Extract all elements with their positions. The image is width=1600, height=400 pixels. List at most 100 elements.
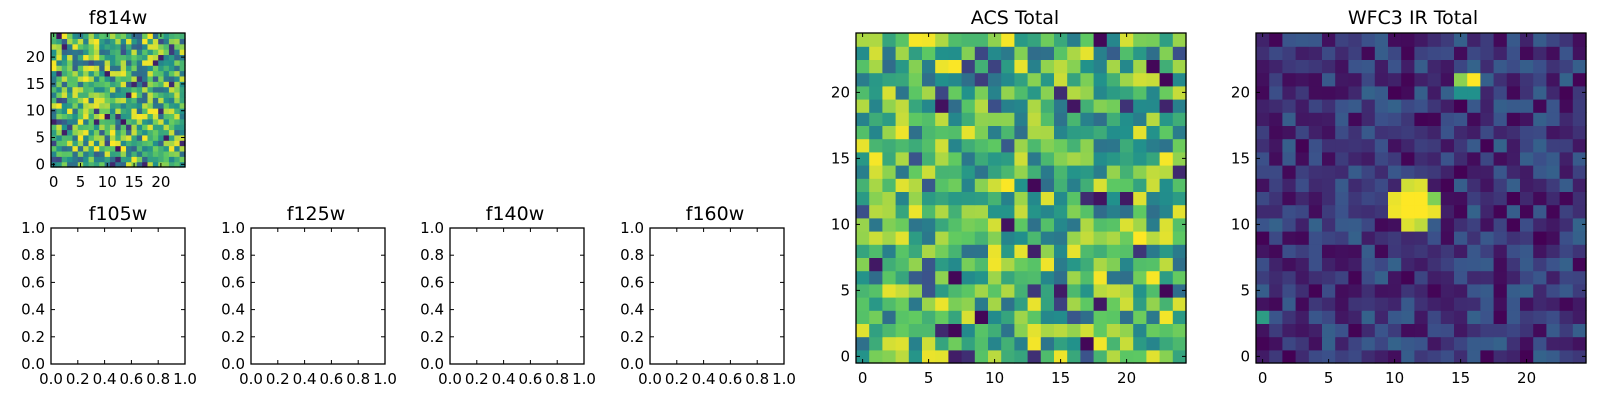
heatmap-cell (1388, 217, 1402, 232)
heatmap-cell (67, 118, 74, 125)
heatmap-cell (1374, 191, 1389, 206)
heatmap-cell (109, 75, 116, 82)
heatmap-cell (120, 150, 127, 157)
heatmap-cell (158, 118, 165, 125)
heatmap-cell (93, 70, 100, 77)
heatmap-cell (988, 297, 1002, 311)
heatmap-cell (142, 97, 149, 104)
heatmap-cell (1093, 349, 1108, 364)
heatmap-cell (1256, 283, 1270, 298)
heatmap-cell (158, 81, 165, 88)
heatmap-cell (99, 140, 106, 147)
heatmap-cell (147, 145, 154, 152)
heatmap-cell (126, 86, 132, 93)
heatmap-cell (1133, 270, 1147, 285)
heatmap-cell (1295, 323, 1310, 338)
x-tick-label: 0 (1258, 369, 1268, 387)
heatmap-cell (1506, 310, 1521, 324)
heatmap-cell (147, 86, 154, 93)
heatmap-cell (1520, 125, 1534, 140)
axes-frame (50, 227, 186, 365)
heatmap-cell (1027, 349, 1042, 364)
heatmap-cell (83, 134, 90, 141)
heatmap-cell (1533, 257, 1547, 272)
heatmap-cell (1027, 191, 1042, 206)
heatmap-cell (1559, 85, 1574, 100)
heatmap-cell (974, 178, 989, 192)
heatmap-cell (908, 257, 923, 272)
heatmap-cell (1159, 204, 1174, 219)
heatmap-cell (1027, 138, 1042, 153)
heatmap-cell (1282, 244, 1297, 258)
heatmap-cell (136, 134, 143, 141)
heatmap-cell (1172, 336, 1187, 351)
heatmap-cell (1256, 46, 1270, 60)
heatmap-cell (142, 156, 149, 163)
heatmap-cell (1335, 165, 1349, 179)
heatmap-cell (1067, 310, 1081, 324)
heatmap-cell (1133, 283, 1147, 298)
heatmap-cell (1054, 244, 1068, 258)
heatmap-cell (1067, 323, 1081, 338)
heatmap-cell (163, 97, 170, 104)
heatmap-cell (1282, 112, 1297, 126)
heatmap-cell (109, 59, 116, 66)
heatmap-cell (856, 244, 870, 258)
heatmap-cell (174, 156, 181, 163)
heatmap-cell (1282, 191, 1297, 206)
heatmap-cell (1467, 33, 1481, 47)
heatmap-cell (1133, 151, 1147, 166)
heatmap-cell (174, 150, 181, 157)
heatmap-cell (1467, 46, 1481, 60)
heatmap-cell (1159, 112, 1174, 126)
heatmap-cell (1493, 85, 1508, 100)
heatmap-cell (1282, 178, 1297, 192)
heatmap-cell (1308, 323, 1323, 338)
heatmap-cell (131, 102, 138, 109)
heatmap-cell (1172, 270, 1187, 285)
heatmap-cell (1172, 125, 1187, 140)
heatmap-cell (922, 46, 936, 60)
heatmap-cell (1093, 297, 1108, 311)
heatmap-cell (1546, 297, 1561, 311)
heatmap-cell (1493, 323, 1508, 338)
heatmap-cell (1146, 151, 1161, 166)
heatmap-cell (120, 65, 127, 72)
heatmap-cell (142, 140, 149, 147)
heatmap-cell (1172, 33, 1187, 47)
heatmap-cell (56, 118, 63, 125)
heatmap-cell (1348, 231, 1363, 245)
x-tick-label: 5 (1324, 369, 1334, 387)
heatmap-cell (1533, 323, 1547, 338)
heatmap-cell (67, 59, 74, 66)
heatmap-cell (1093, 217, 1108, 232)
heatmap-cell (147, 59, 154, 66)
heatmap-cell (1546, 349, 1561, 364)
heatmap-cell (56, 102, 63, 109)
heatmap-cell (147, 54, 154, 61)
heatmap-cell (1295, 72, 1310, 87)
heatmap-cell (1172, 72, 1187, 87)
heatmap-cell (895, 191, 910, 206)
heatmap-cell (88, 108, 95, 114)
heatmap-cell (61, 140, 68, 147)
heatmap-cell (1454, 138, 1468, 153)
heatmap-cell (1120, 125, 1134, 140)
axes-frame (649, 227, 785, 365)
heatmap-cell (142, 150, 149, 157)
heatmap-cell (1467, 323, 1481, 338)
heatmap-cell (1159, 231, 1174, 245)
heatmap-cell (1374, 72, 1389, 87)
heatmap-cell (56, 33, 63, 39)
heatmap-cell (126, 134, 132, 141)
heatmap-cell (1133, 125, 1147, 140)
heatmap-cell (1335, 217, 1349, 232)
heatmap-cell (1040, 191, 1055, 206)
heatmap-cell (1322, 231, 1336, 245)
heatmap-cell (1572, 257, 1587, 272)
heatmap-cell (1308, 59, 1323, 74)
heatmap-cell (1282, 257, 1297, 272)
heatmap-cell (908, 244, 923, 258)
heatmap-cell (908, 231, 923, 245)
heatmap-cell (1388, 244, 1402, 258)
